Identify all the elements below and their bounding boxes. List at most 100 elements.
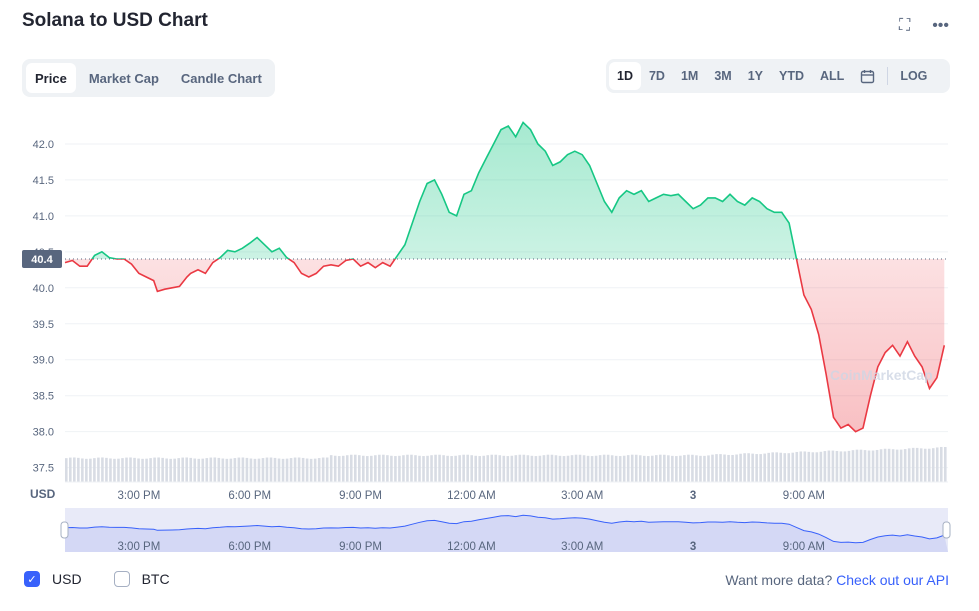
volume-bar [378,454,381,482]
navigator-area [65,515,948,552]
volume-bar [510,455,514,482]
volume-bar [546,454,550,482]
volume-bar [715,454,718,482]
volume-bar [261,458,265,482]
volume-bar [317,458,321,482]
volume-bar [570,455,574,482]
range-3m[interactable]: 3M [714,69,732,83]
volume-bar [755,454,758,482]
volume-bar [93,458,96,482]
range-all[interactable]: ALL [820,69,845,83]
tab-candle-chart[interactable]: Candle Chart [180,70,262,86]
header-actions: ⛶ ••• [899,18,949,34]
usd-checkbox[interactable]: ✓ [24,571,40,587]
volume-bar [923,448,927,482]
volume-bar [422,456,425,482]
volume-bar [185,457,189,482]
volume-bar [566,455,570,482]
legend-btc[interactable]: BTC [113,571,170,587]
navigator-line [64,514,945,544]
api-promo: Want more data? Check out our API [725,572,949,588]
volume-bar [827,450,831,482]
tab-price[interactable]: Price [26,63,76,93]
volume-bar [81,458,84,482]
volume-bar [751,453,754,482]
volume-bar [205,458,209,482]
range-ytd[interactable]: YTD [779,69,805,83]
volume-bar [578,454,582,482]
volume-bar [193,458,197,482]
legend-usd[interactable]: ✓ USD [24,571,82,587]
legend-btc-label: BTC [141,571,170,587]
volume-bar [478,456,482,482]
volume-bar [514,455,518,482]
volume-bar [683,455,686,482]
volume-bar [550,454,554,482]
volume-bar [65,458,68,482]
navigator-handle[interactable] [60,521,69,539]
volume-bar [382,454,385,482]
x-tick-label: 9:00 AM [783,490,825,502]
volume-bar [73,457,76,482]
x-tick-label: 6:00 PM [228,490,271,502]
volume-bar [133,457,136,482]
volume-bar [209,457,213,482]
volume-bar [502,455,506,482]
volume-bar [851,450,855,482]
tab-market-cap[interactable]: Market Cap [88,70,159,86]
btc-checkbox[interactable] [113,571,130,587]
expand-icon[interactable]: ⛶ [898,17,911,34]
volume-bar [362,455,365,482]
volume-bar [345,455,349,482]
volume-bar [759,454,762,482]
volume-bar [498,455,502,482]
api-link[interactable]: Check out our API [836,572,949,588]
volume-bar [646,456,650,482]
volume-bar [165,458,168,482]
price-line-up [91,121,798,260]
volume-bar [815,452,819,482]
price-chart[interactable]: 42.041.541.040.540.039.539.038.538.037.5… [0,100,979,560]
volume-bar [446,455,449,482]
log-toggle[interactable]: LOG [900,69,928,83]
volume-bar [634,454,638,482]
volume-bar [217,457,221,482]
volume-bar [189,457,193,482]
more-icon[interactable]: ••• [932,17,949,34]
volume-bar [739,453,742,482]
y-tick-label: 38.0 [33,427,54,439]
legend: ✓ USD BTC [24,571,192,587]
volume-bar [530,455,534,482]
volume-bar [823,451,827,482]
volume-bar [687,454,690,482]
volume-bar [747,453,750,482]
page-title: Solana to USD Chart [22,10,208,31]
range-1y[interactable]: 1Y [747,69,764,83]
range-1m[interactable]: 1M [680,69,699,83]
volume-bar [109,458,112,482]
volume-bar [285,458,289,482]
y-tick-label: 38.5 [33,391,54,403]
volume-bar [783,453,787,482]
range-1d[interactable]: 1D [609,62,641,90]
volume-bar [141,458,144,482]
volume-bar [650,455,654,482]
volume-bar [77,457,80,482]
volume-bar [659,454,662,482]
volume-bar [233,458,237,482]
volume-bar [807,451,811,482]
navigator-tick-label: 6:00 PM [228,541,271,553]
volume-bar [522,454,526,482]
volume-bar [735,454,738,482]
volume-bar [161,457,164,482]
volume-bar [931,448,935,482]
navigator-handle[interactable] [942,521,951,539]
range-7d[interactable]: 7D [648,69,665,83]
volume-bar [859,449,863,482]
volume-bar [237,457,241,482]
volume-bar [518,454,522,482]
volume-bar [153,457,156,482]
calendar-icon[interactable] [852,62,883,90]
volume-bar [582,455,586,482]
volume-bar [462,454,465,482]
